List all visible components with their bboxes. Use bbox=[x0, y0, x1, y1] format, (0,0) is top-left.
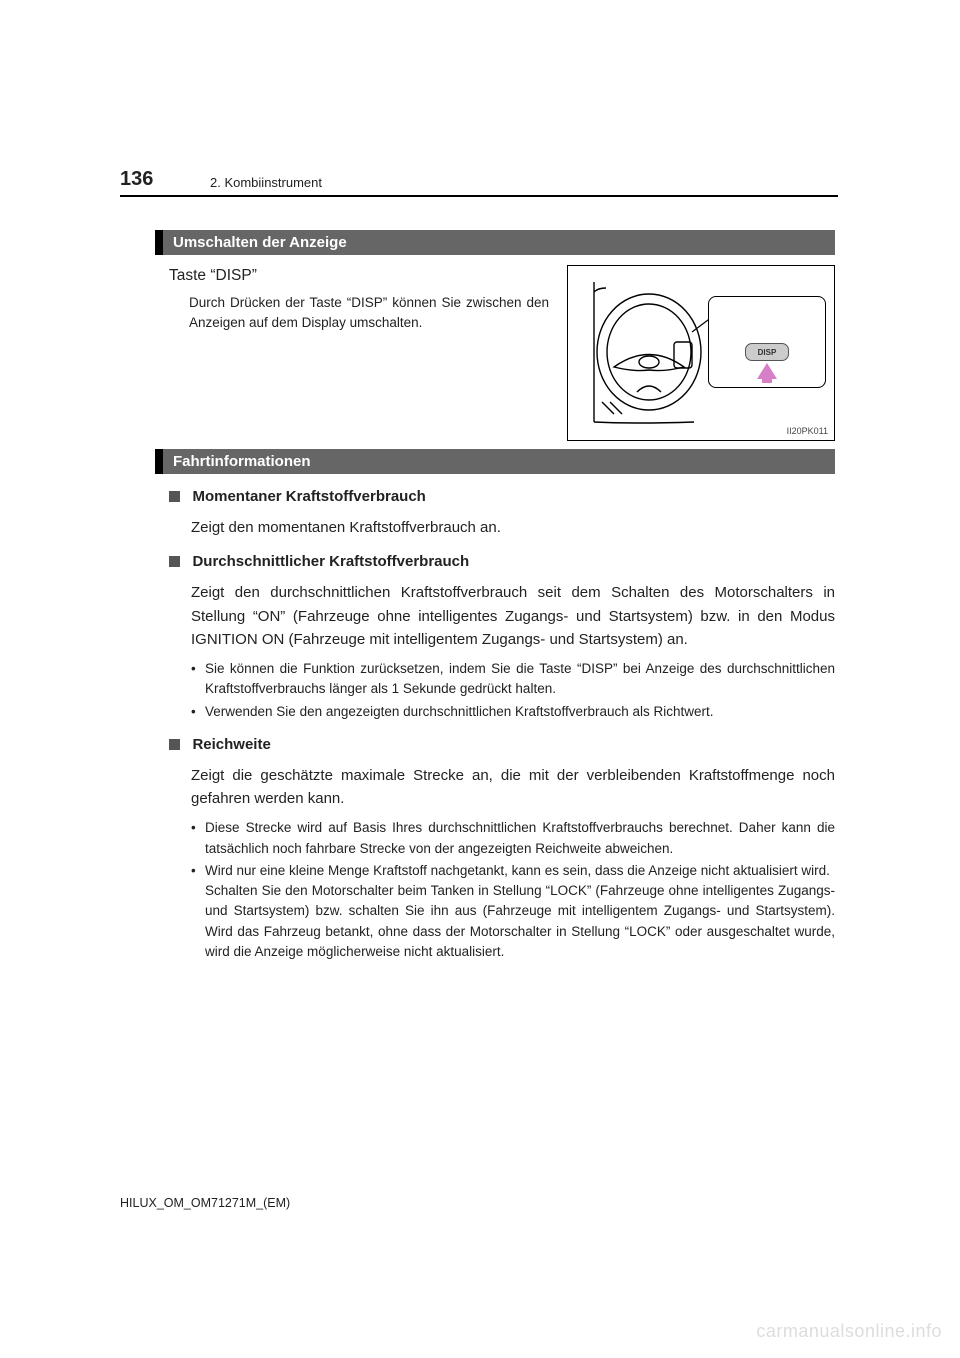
section-heading-1: Umschalten der Anzeige bbox=[155, 230, 835, 255]
disp-button-label: DISP bbox=[745, 343, 789, 361]
section-heading-2: Fahrtinformationen bbox=[155, 449, 835, 474]
disp-title: Taste “DISP” bbox=[169, 267, 549, 285]
disp-callout: DISP bbox=[708, 296, 826, 388]
list-item: • Diese Strecke wird auf Basis Ihres dur… bbox=[191, 818, 835, 859]
info-item: Momentaner Kraftstoffverbrauch Zeigt den… bbox=[169, 488, 835, 539]
watermark: carmanualsonline.info bbox=[756, 1321, 942, 1342]
list-item-text: Verwenden Sie den angezeigten durchschni… bbox=[205, 702, 714, 722]
item-body: Zeigt den momentanen Kraftstoffverbrauch… bbox=[191, 516, 835, 539]
disp-illustration: DISP II20PK011 bbox=[567, 265, 835, 441]
info-item: Durchschnittlicher Kraftstoffverbrauch Z… bbox=[169, 553, 835, 722]
footer-code: HILUX_OM_OM71271M_(EM) bbox=[120, 1196, 290, 1210]
list-item-text: Wird nur eine kleine Menge Kraftstoff na… bbox=[205, 861, 835, 962]
item-title: Momentaner Kraftstoffverbrauch bbox=[192, 488, 425, 505]
sub-list: • Diese Strecke wird auf Basis Ihres dur… bbox=[191, 818, 835, 962]
page: 136 2. Kombiinstrument Umschalten der An… bbox=[0, 0, 960, 1358]
header-rule bbox=[120, 195, 838, 197]
bullet-dot-icon: • bbox=[191, 659, 205, 700]
bullet-dot-icon: • bbox=[191, 818, 205, 859]
section1-row: Taste “DISP” Durch Drücken der Taste “DI… bbox=[155, 265, 835, 441]
item-body: Zeigt den durchschnittlichen Kraftstoffv… bbox=[191, 581, 835, 651]
page-number: 136 bbox=[120, 168, 153, 191]
list-item-text: Diese Strecke wird auf Basis Ihres durch… bbox=[205, 818, 835, 859]
list-item: • Wird nur eine kleine Menge Kraftstoff … bbox=[191, 861, 835, 962]
steering-wheel-icon bbox=[574, 272, 714, 432]
item-title: Reichweite bbox=[192, 736, 270, 753]
page-body: Umschalten der Anzeige Taste “DISP” Durc… bbox=[155, 222, 835, 964]
list-item: • Sie können die Funktion zurücksetzen, … bbox=[191, 659, 835, 700]
list-item: • Verwenden Sie den angezeigten durchsch… bbox=[191, 702, 835, 722]
bullet-dot-icon: • bbox=[191, 861, 205, 962]
bullet-dot-icon: • bbox=[191, 702, 205, 722]
item-body: Zeigt die geschätzte maximale Strecke an… bbox=[191, 764, 835, 811]
square-bullet-icon bbox=[169, 491, 180, 502]
list-item-text: Sie können die Funktion zurücksetzen, in… bbox=[205, 659, 835, 700]
square-bullet-icon bbox=[169, 739, 180, 750]
info-item: Reichweite Zeigt die geschätzte maximale… bbox=[169, 736, 835, 962]
arrow-stem-icon bbox=[762, 377, 772, 383]
chapter-title: 2. Kombiinstrument bbox=[210, 175, 322, 190]
sub-list: • Sie können die Funktion zurücksetzen, … bbox=[191, 659, 835, 722]
section1-text: Taste “DISP” Durch Drücken der Taste “DI… bbox=[155, 265, 549, 334]
illustration-code: II20PK011 bbox=[787, 426, 828, 436]
item-title: Durchschnittlicher Kraftstoffverbrauch bbox=[192, 553, 469, 570]
disp-description: Durch Drücken der Taste “DISP” können Si… bbox=[189, 293, 549, 334]
square-bullet-icon bbox=[169, 556, 180, 567]
